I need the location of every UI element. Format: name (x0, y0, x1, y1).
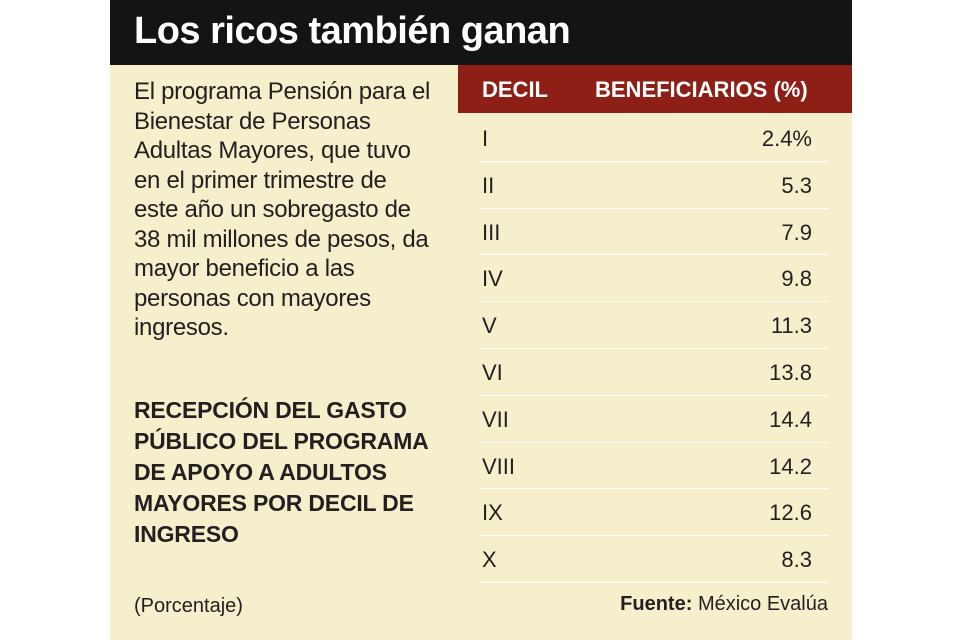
title-bar: Los ricos también ganan (110, 0, 852, 65)
decil-cell: VIII (482, 453, 516, 479)
decil-cell: IX (482, 500, 503, 526)
decil-cell: IV (482, 266, 503, 292)
percentage-cell: 2.4% (761, 126, 812, 151)
decil-cell: VII (482, 406, 509, 432)
decil-cell: I (482, 126, 489, 151)
percentage-cell: 7.9 (781, 219, 812, 245)
table-row: V 11.3 (480, 302, 828, 349)
data-table: DECIL BENEFICIARIOS (%) I 2.4% II 5.3 II… (458, 65, 852, 640)
percentage-cell: 14.2 (769, 453, 812, 479)
percentage-cell: 8.3 (781, 547, 812, 573)
decil-cell: III (482, 219, 501, 245)
table-row: I 2.4% (480, 115, 828, 162)
infographic-title: Los ricos también ganan (134, 10, 571, 52)
table-row: III 7.9 (480, 209, 828, 256)
percentage-cell: 5.3 (781, 172, 812, 198)
table-row: VI 13.8 (480, 349, 828, 396)
percentage-cell: 9.8 (781, 266, 812, 292)
percentage-cell: 13.8 (769, 359, 812, 385)
table-header: DECIL BENEFICIARIOS (%) (458, 65, 852, 113)
table-row: IV 9.8 (480, 255, 828, 303)
percentage-cell: 12.6 (769, 500, 812, 526)
header-decil: DECIL (482, 77, 548, 102)
intro-text: El programa Pensión para el Bienestar de… (134, 78, 431, 341)
decil-cell: VI (482, 359, 503, 385)
table-subtitle: RECEPCIÓN DEL GASTO PÚBLICO DEL PROGRAMA… (134, 397, 428, 547)
percentage-cell: 14.4 (769, 406, 812, 432)
percentage-cell: 11.3 (770, 313, 812, 339)
decil-cell: V (482, 313, 497, 339)
decil-cell: X (482, 547, 497, 573)
source-note: Fuente: México Evalúa (620, 593, 828, 616)
table-row: VIII 14.2 (480, 443, 828, 490)
unit-label: (Porcentaje) (134, 595, 243, 617)
table-body: I 2.4% II 5.3 III 7.9 IV 9.8 V 11.3 VI 1… (480, 115, 828, 583)
header-beneficiarios: BENEFICIARIOS (%) (595, 77, 808, 102)
table-row: X 8.3 (480, 536, 828, 583)
description-panel: El programa Pensión para el Bienestar de… (110, 65, 458, 640)
source-label: Fuente: (620, 593, 693, 615)
decil-cell: II (482, 172, 495, 198)
table-row: VII 14.4 (480, 396, 828, 443)
table-row: IX 12.6 (480, 489, 828, 537)
table-row: II 5.3 (480, 162, 828, 209)
source-text: México Evalúa (697, 593, 828, 615)
